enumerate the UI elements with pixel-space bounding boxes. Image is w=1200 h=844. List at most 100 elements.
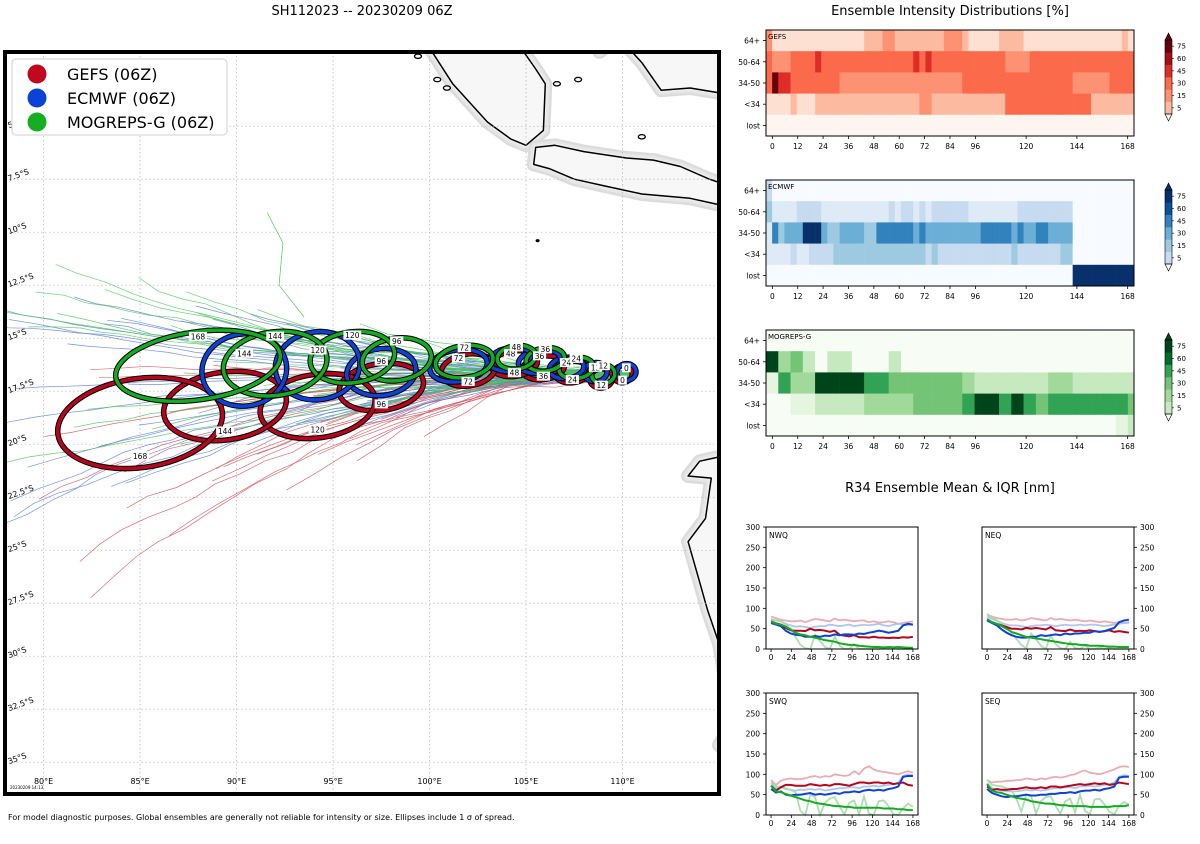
heatmap-cell: [791, 222, 797, 244]
heatmap-cell: [846, 330, 852, 352]
heatmap-cell: [1011, 30, 1017, 52]
heatmap-cell: [925, 394, 931, 416]
heatmap-cell: [1005, 330, 1011, 352]
heatmap-cell: [895, 115, 901, 137]
heatmap-cell: [827, 372, 833, 394]
legend-label: ECMWF (06Z): [67, 89, 176, 108]
heatmap-cell: [1036, 51, 1042, 72]
heatmap-cell: [956, 330, 962, 352]
heatmap-cell: [925, 30, 931, 52]
heatmap-cell: [797, 394, 803, 416]
heatmap-cell: [858, 51, 864, 72]
heatmap-cell: [919, 180, 925, 202]
heatmap-cell: [895, 394, 901, 416]
heatmap-cell: [827, 394, 833, 416]
heatmap-cell: [766, 415, 772, 437]
heatmap-cell: [864, 94, 870, 116]
heatmap-cell: [827, 415, 833, 437]
heatmap-cell: [1122, 265, 1128, 287]
heatmap-cell: [944, 115, 950, 137]
gefs-leadtime-label-72: 72: [463, 377, 473, 386]
heatmap-cell: [956, 265, 962, 287]
heatmap-cell: [864, 115, 870, 137]
heatmap-cell: [1079, 94, 1085, 116]
island-0: [387, 26, 394, 30]
heatmap-cell: [1060, 94, 1066, 116]
heatmap-cell: [846, 222, 852, 244]
heatmap-x-tick-label: 144: [1070, 142, 1085, 151]
heatmap-cell: [827, 201, 833, 223]
heatmap-cell: [950, 244, 956, 266]
colorbar-segment: [1165, 40, 1172, 53]
heatmap-cell: [932, 94, 938, 116]
colorbar-segment: [1165, 377, 1172, 390]
heatmap-cell: [858, 180, 864, 202]
colorbar-tick-label: 5: [1177, 254, 1181, 262]
heatmap-cell: [846, 72, 852, 94]
heatmap-cell: [846, 265, 852, 287]
heatmap-cell: [987, 351, 993, 373]
track-map: 0 12 24 36 48 72 96 120 144 168 0 12 24 36 48 72 96 120 14…: [0, 0, 777, 794]
heatmap-cell: [870, 51, 876, 72]
heatmap-cell: [833, 372, 839, 394]
heatmap-cell: [901, 51, 907, 72]
heatmap-row-label: <34: [744, 100, 760, 109]
heatmap-cell: [809, 115, 815, 137]
heatmap-cell: [1122, 394, 1128, 416]
heatmap-cell: [791, 94, 797, 116]
r34-x-tick-label: 72: [827, 819, 837, 828]
heatmap-cell: [907, 115, 913, 137]
heatmap-cell: [803, 201, 809, 223]
heatmap-cell: [815, 244, 821, 266]
heatmap-cell: [1011, 265, 1017, 287]
heatmap-cell: [1054, 51, 1060, 72]
heatmap-cell: [1048, 180, 1054, 202]
heatmap-cell: [1060, 244, 1066, 266]
heatmap-x-tick-label: 48: [869, 142, 879, 151]
heatmap-cell: [1036, 394, 1042, 416]
heatmap-cell: [1017, 265, 1023, 287]
heatmap-cell: [1079, 180, 1085, 202]
heatmap-x-tick-label: 96: [971, 142, 981, 151]
colorbar-tick-label: 75: [1177, 43, 1186, 51]
heatmap-cell: [846, 351, 852, 373]
heatmap-cell: [1122, 222, 1128, 244]
heatmap-cell: [1128, 180, 1134, 202]
heatmap-cell: [1091, 394, 1097, 416]
heatmap-cell: [944, 415, 950, 437]
colorbar-top-arrow: [1165, 333, 1172, 340]
heatmap-cell: [1128, 330, 1134, 352]
r34-y-tick-label: 100: [1140, 770, 1155, 779]
heatmap-row-label: 50-64: [738, 358, 760, 367]
heatmap-row-label: lost: [746, 421, 760, 430]
colorbar-segment: [1165, 65, 1172, 78]
heatmap-cell: [932, 72, 938, 94]
colorbar-segment: [1165, 202, 1172, 215]
r34-y-tick-label: 150: [1140, 750, 1155, 759]
heatmap-cell: [883, 201, 889, 223]
heatmap-cell: [791, 415, 797, 437]
heatmap-x-tick-label: 48: [869, 292, 879, 301]
heatmap-cell: [815, 72, 821, 94]
heatmap-cell: [1109, 222, 1115, 244]
heatmap-cell: [913, 351, 919, 373]
colorbar-segment: [1165, 89, 1172, 102]
heatmap-cell: [833, 201, 839, 223]
heatmap-cell: [1005, 180, 1011, 202]
heatmap-cell: [778, 201, 784, 223]
heatmap-cell: [981, 244, 987, 266]
heatmap-cell: [784, 51, 790, 72]
heatmap-cell: [1073, 415, 1079, 437]
heatmap-cell: [987, 201, 993, 223]
heatmap-cell: [1085, 244, 1091, 266]
heatmap-cell: [1122, 330, 1128, 352]
r34-y-tick-label: 250: [746, 543, 761, 552]
heatmap-cell: [999, 372, 1005, 394]
heatmap-cell: [809, 265, 815, 287]
heatmap-cell: [889, 201, 895, 223]
heatmap-cell: [1091, 201, 1097, 223]
heatmap-x-tick-label: 12: [793, 442, 803, 451]
heatmap-cell: [962, 94, 968, 116]
colorbar-gefs: 5 15 30 45 60 75: [1165, 33, 1186, 121]
heatmap-cell: [883, 115, 889, 137]
